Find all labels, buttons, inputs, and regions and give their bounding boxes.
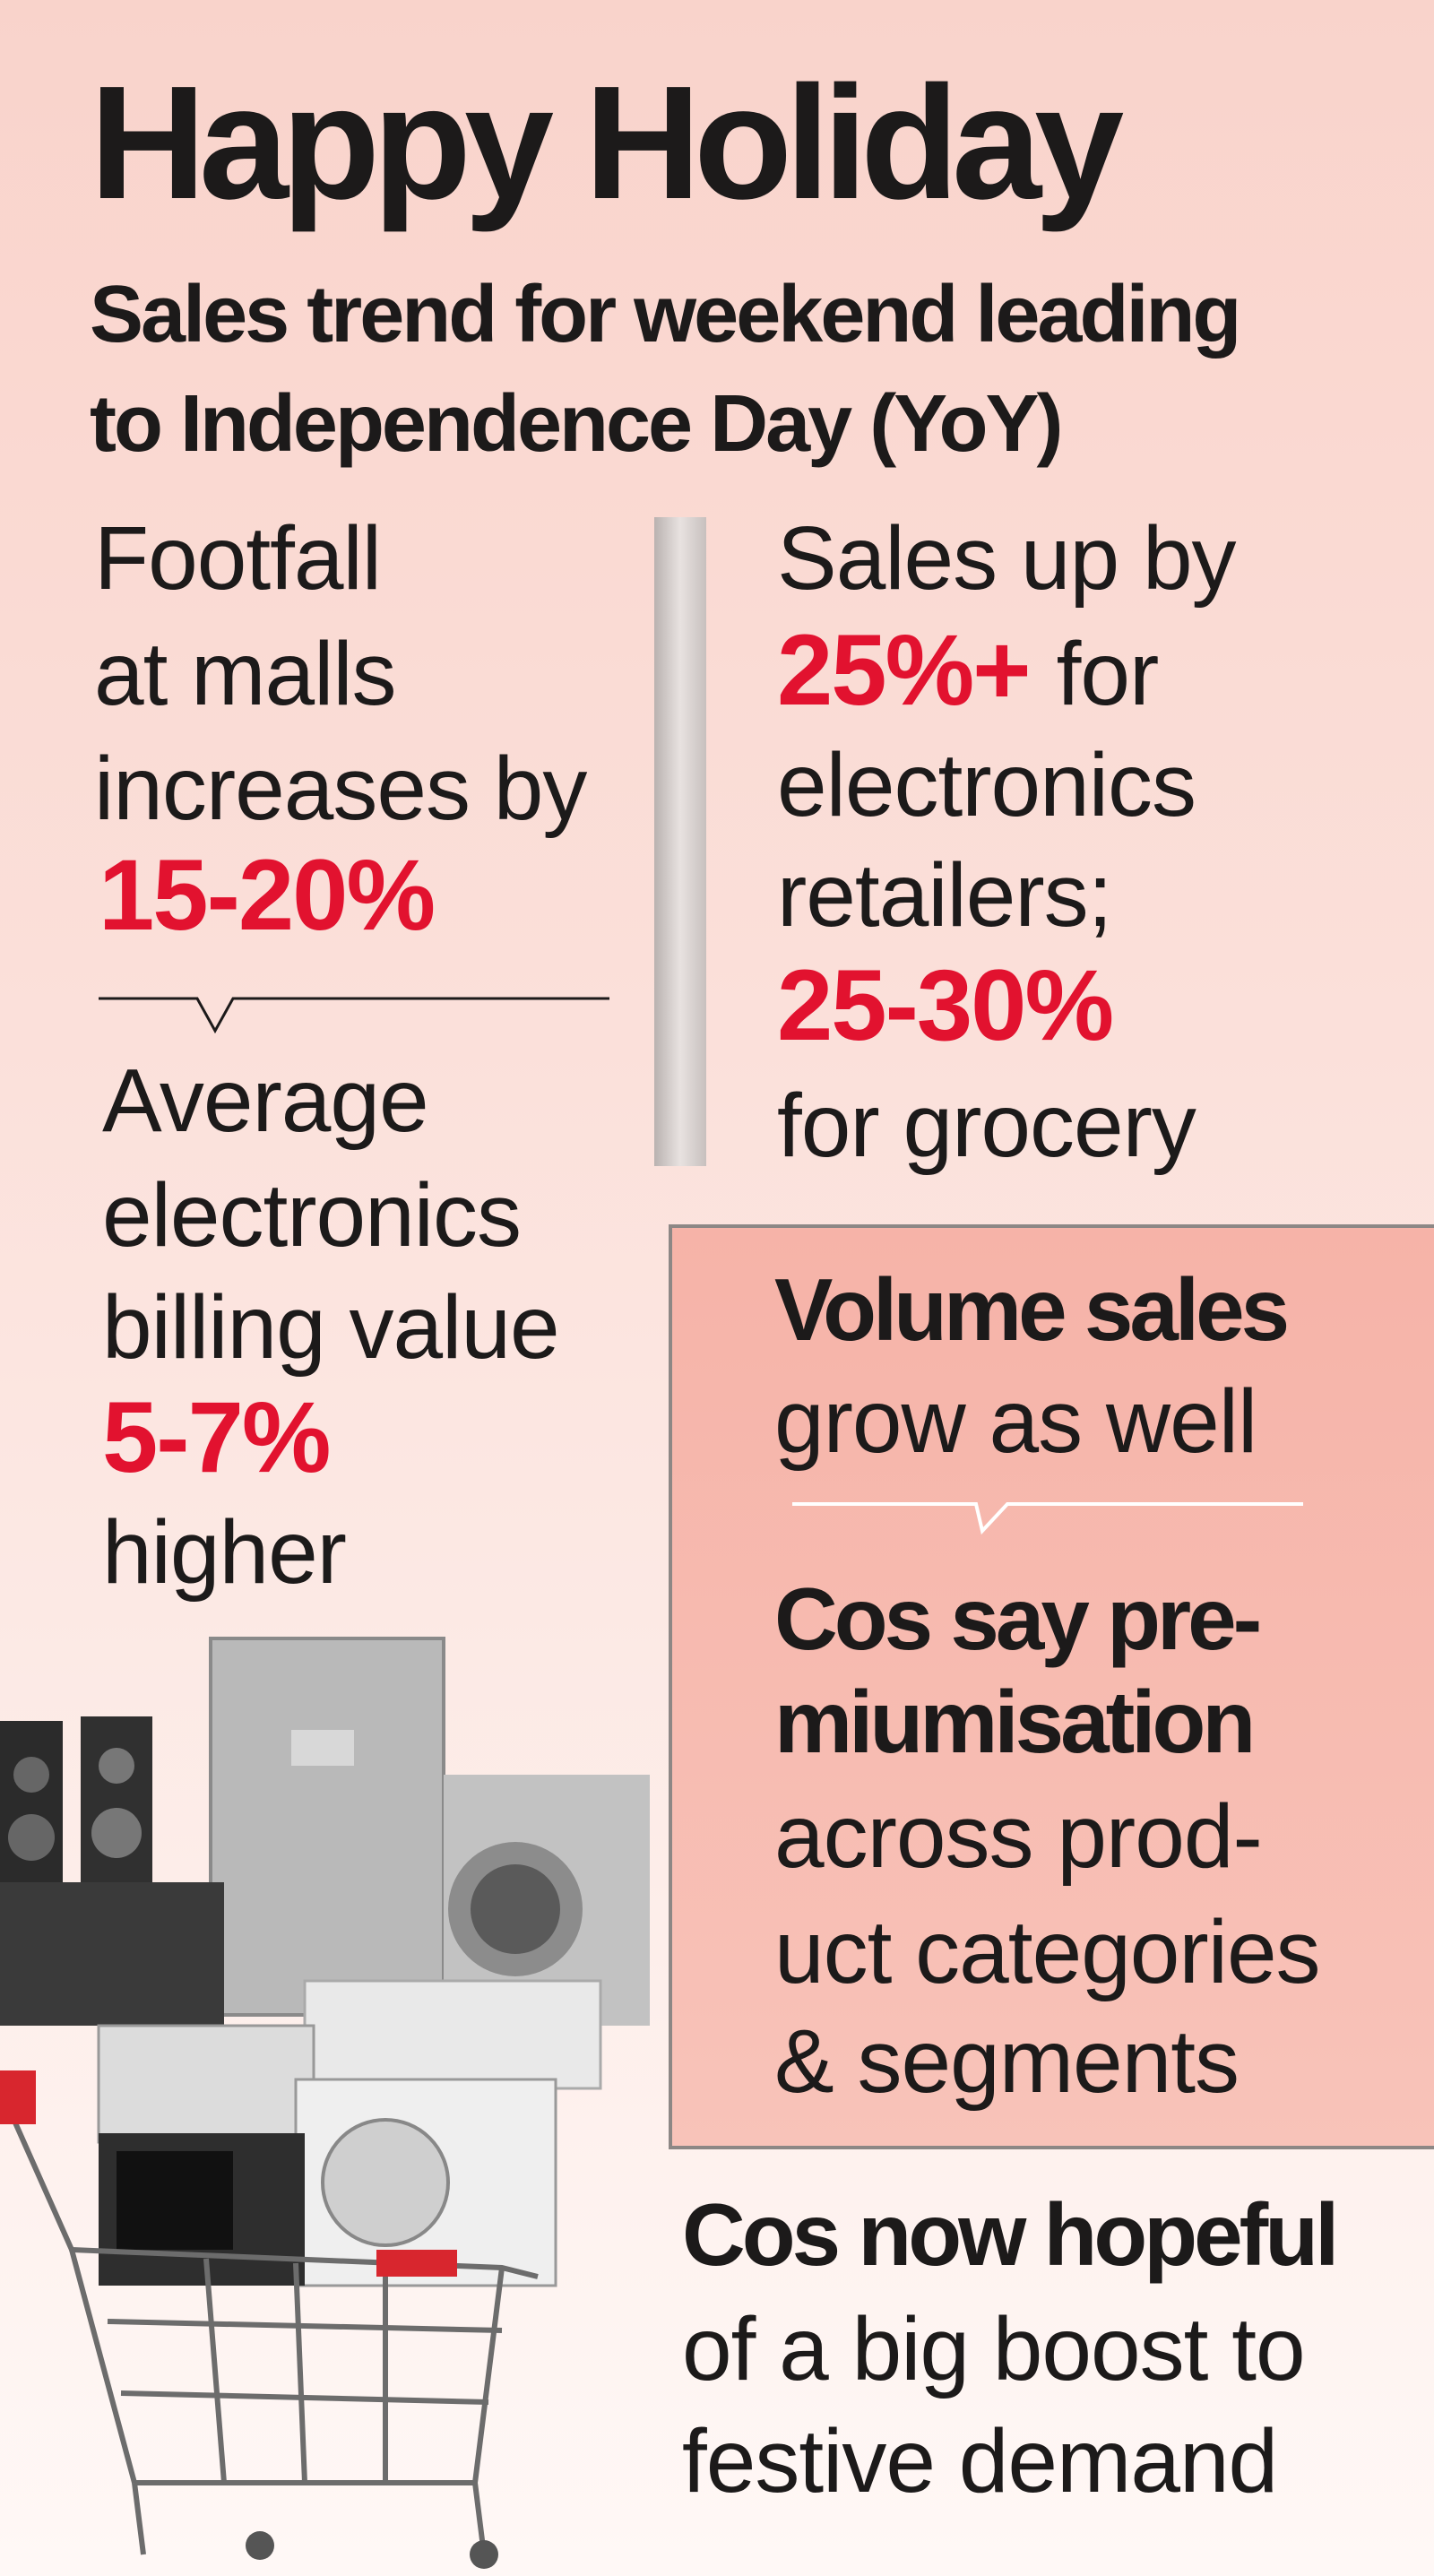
billing-figure: 5-7% [102,1381,331,1493]
highlight-box [669,1224,1434,2149]
vertical-bar [654,517,706,1166]
footfall-figure: 15-20% [99,839,436,951]
billing-line: Average [102,1050,429,1151]
divider [792,1502,1303,1535]
sales-line: for [1056,624,1160,724]
premium-bold: miumisation [774,1673,1256,1771]
premium-line: across prod- [774,1786,1263,1887]
sales-electronics-row: 25%+ for [777,620,1160,724]
volume-text: grow as well [774,1371,1257,1472]
premium-line: & segments [774,2011,1240,2112]
billing-line: billing value [102,1277,560,1378]
premium-bold: Cos say pre- [774,1569,1262,1668]
outlook-bold: Cos now hopeful [682,2185,1339,2284]
title: Happy Holiday [90,53,1124,233]
billing-tail: higher [102,1502,347,1603]
footfall-line: increases by [94,739,587,839]
sales-line: retailers; [777,845,1112,946]
sales-intro: Sales up by [777,508,1237,609]
sales-line: electronics [777,735,1196,835]
outlook-line: festive demand [682,2411,1278,2511]
volume-bold: Volume sales [774,1260,1290,1359]
outlook-line: of a big boost to [682,2299,1306,2399]
subtitle-line: to Independence Day (YoY) [90,379,1063,469]
billing-line: electronics [102,1165,522,1266]
appliances-illustration [0,1637,650,2569]
premium-line: uct categories [774,1902,1321,2002]
sales-grocery-text: for grocery [777,1076,1196,1176]
divider [99,997,609,1034]
footfall-line: Footfall [94,508,382,609]
sales-grocery-figure: 25-30% [777,949,1114,1061]
sales-electronics-figure: 25%+ [777,614,1032,726]
subtitle-line: Sales trend for weekend leading [90,270,1241,359]
footfall-line: at malls [94,624,397,724]
